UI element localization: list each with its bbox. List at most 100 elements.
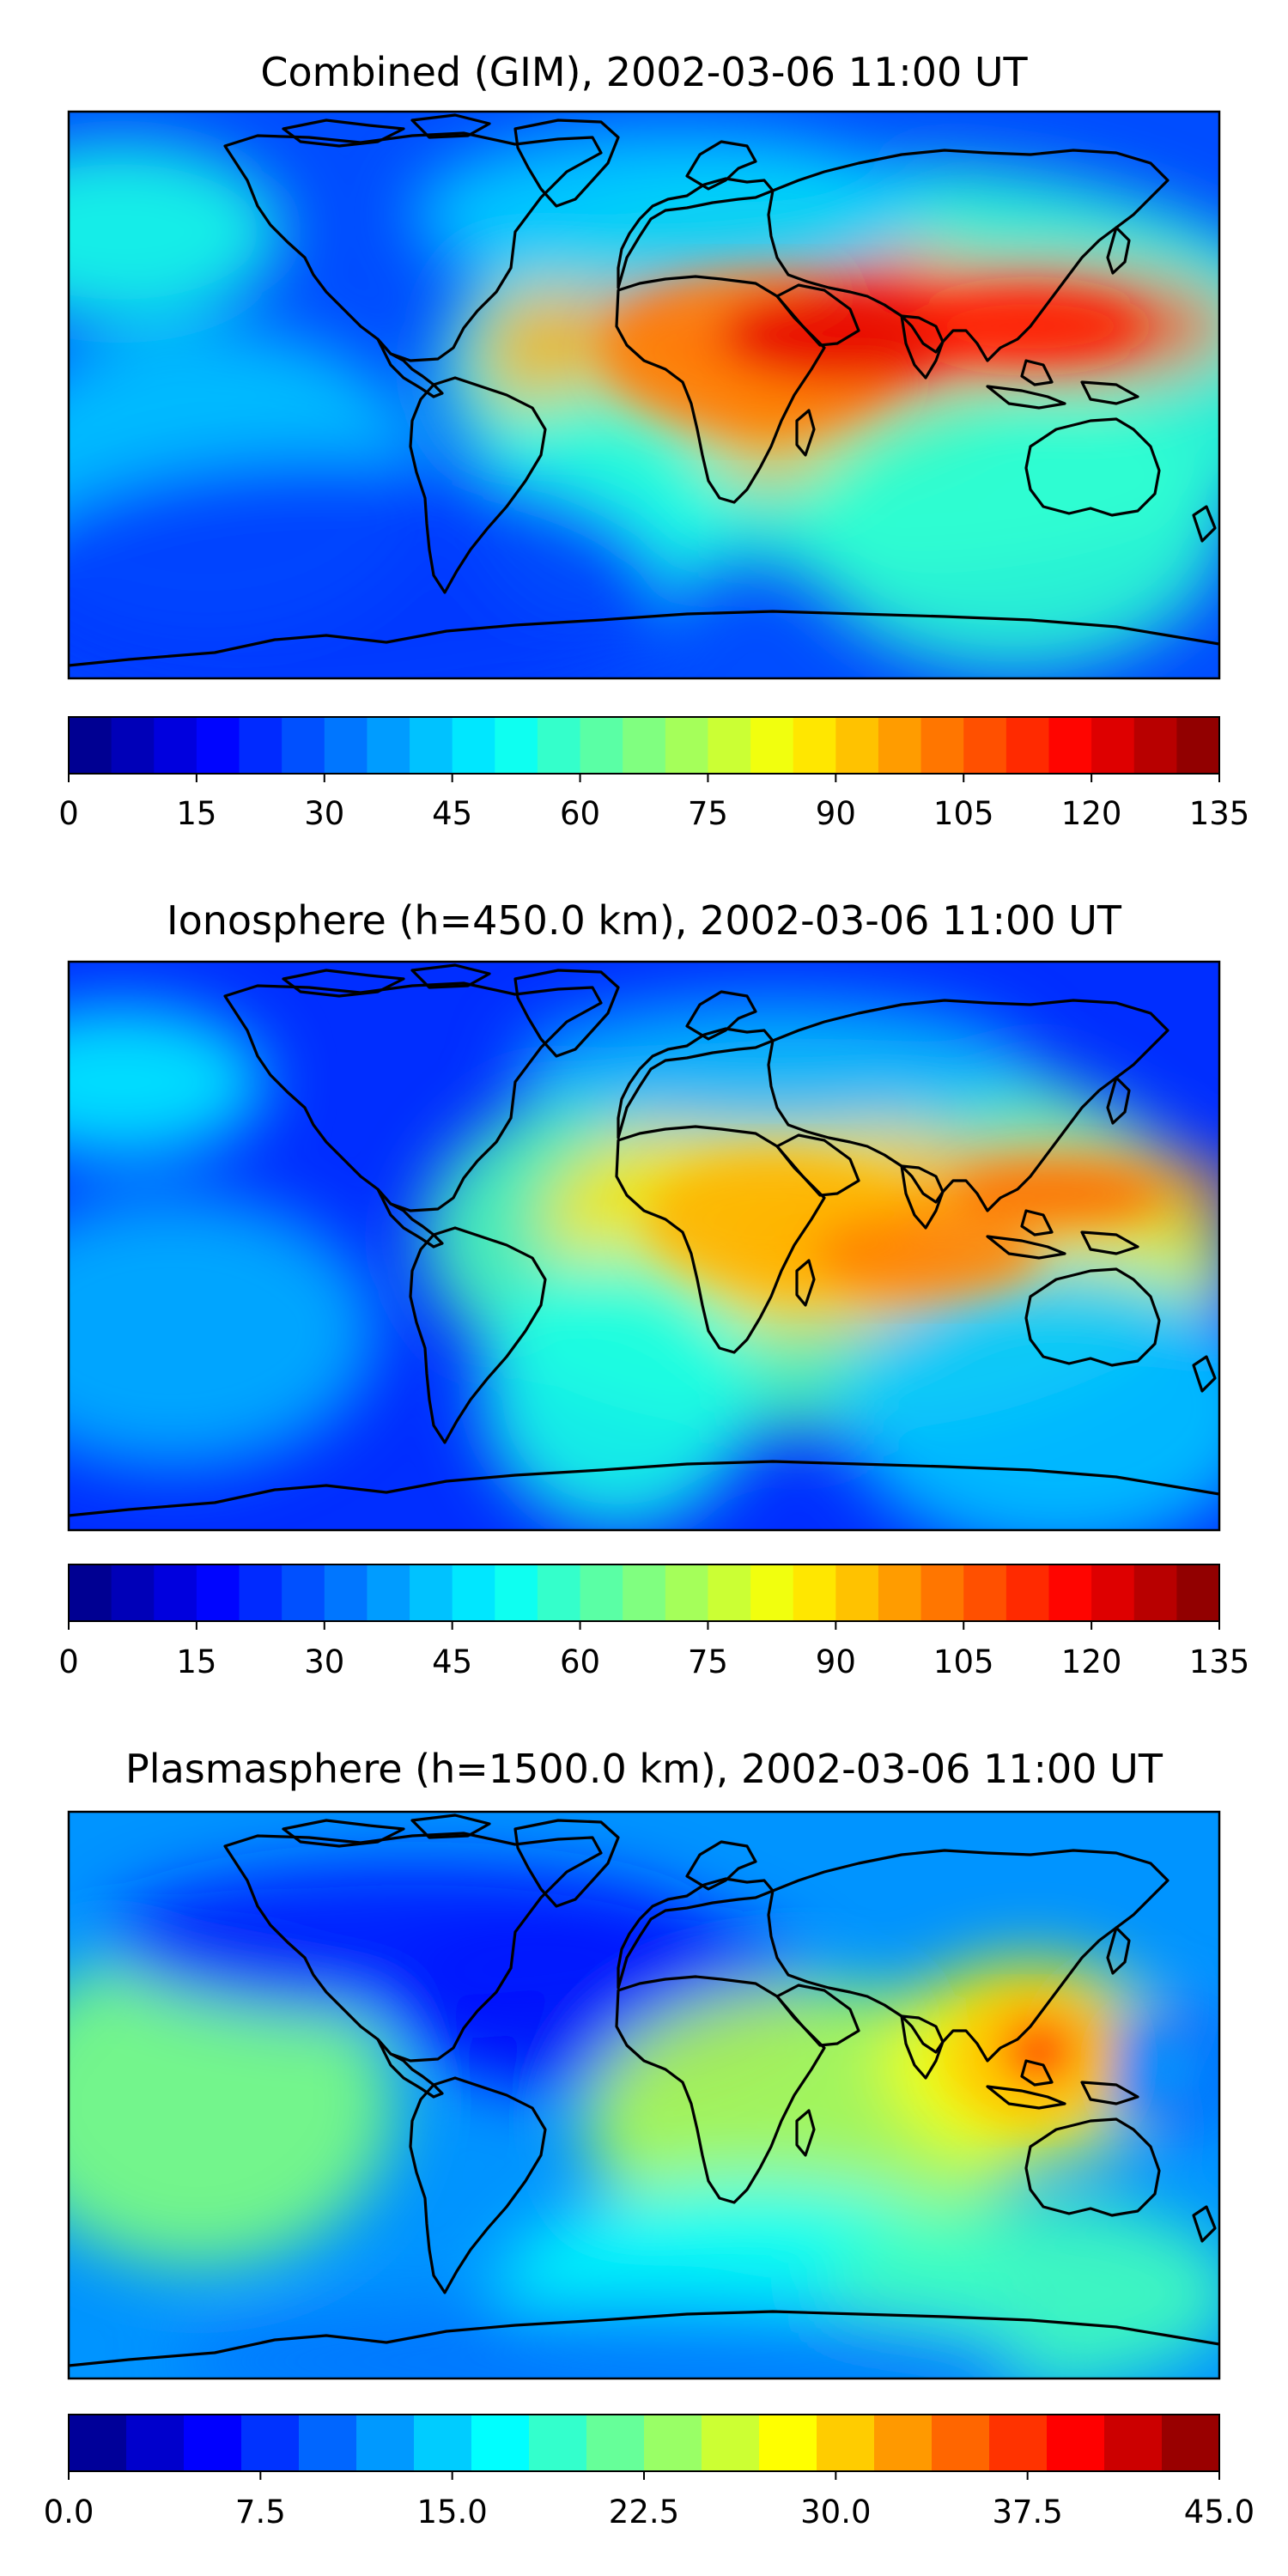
colorbar-step: [367, 717, 410, 774]
colorbar-tick-label: 60: [560, 1643, 600, 1680]
colorbar-step: [708, 1564, 751, 1621]
colorbar-step: [580, 1564, 623, 1621]
colorbar-step: [1176, 1564, 1220, 1621]
colorbar-step: [1047, 2415, 1105, 2471]
colorbar-step: [580, 717, 623, 774]
colorbar-tick-label: 135: [1189, 1643, 1250, 1680]
colorbar-step: [750, 717, 794, 774]
colorbar-step: [920, 717, 964, 774]
colorbar-step: [1005, 1564, 1050, 1621]
colorbar-step: [835, 1564, 879, 1621]
colorbar-tick-label: 15.0: [416, 2494, 487, 2530]
colorbar-step: [878, 717, 922, 774]
colorbar-tick-label: 105: [933, 1643, 994, 1680]
colorbar-step: [471, 2415, 530, 2471]
colorbar-step: [196, 1564, 240, 1621]
colorbar-step: [367, 1564, 410, 1621]
colorbar-tick-label: 45: [432, 1643, 472, 1680]
colorbar-step: [1048, 1564, 1092, 1621]
colorbar-step: [878, 1564, 922, 1621]
colorbar-step: [452, 717, 495, 774]
colorbar-step: [196, 717, 240, 774]
colorbar-tick-label: 45.0: [1184, 2494, 1255, 2530]
colorbar-step: [963, 1564, 1007, 1621]
colorbar-step: [1133, 1564, 1177, 1621]
colorbar-tick-label: 15: [176, 1643, 216, 1680]
colorbar-step: [874, 2415, 933, 2471]
colorbar-step: [537, 1564, 581, 1621]
colorbar-step: [282, 1564, 325, 1621]
colorbar-tick-label: 60: [560, 795, 600, 832]
colorbar-step: [665, 717, 709, 774]
colorbar-step: [586, 2415, 645, 2471]
colorbar-tick-label: 22.5: [609, 2494, 679, 2530]
colorbar-step: [126, 2415, 185, 2471]
colorbar-tick-label: 30: [304, 795, 344, 832]
panel-1: Combined (GIM), 2002-03-06 11:00 UT 0 15 30…: [58, 49, 1250, 832]
colorbar-step: [817, 2415, 875, 2471]
panel-title: Plasmasphere (h=1500.0 km), 2002-03-06 1…: [125, 1746, 1163, 1792]
colorbar-step: [1104, 2415, 1163, 2471]
colorbar-tick-label: 37.5: [992, 2494, 1062, 2530]
panel-2: Ionosphere (h=450.0 km), 2002-03-06 11:0…: [58, 897, 1249, 1680]
colorbar-tick-label: 75: [688, 1643, 728, 1680]
map-field: [69, 1812, 1219, 2379]
colorbar-step: [69, 717, 112, 774]
colorbar-tick-label: 135: [1189, 795, 1250, 832]
colorbar-step: [410, 717, 453, 774]
panel-title: Combined (GIM), 2002-03-06 11:00 UT: [260, 49, 1028, 95]
colorbar-step: [154, 1564, 197, 1621]
colorbar-step: [1091, 1564, 1135, 1621]
colorbar-tick-label: 30.0: [800, 2494, 871, 2530]
colorbar-step: [932, 2415, 990, 2471]
colorbar-tick-label: 120: [1061, 795, 1122, 832]
colorbar-step: [410, 1564, 453, 1621]
colorbar-tick-label: 0.0: [44, 2494, 94, 2530]
colorbar-tick-label: 15: [176, 795, 216, 832]
colorbar-step: [963, 717, 1007, 774]
colorbar-tick-label: 7.5: [235, 2494, 286, 2530]
colorbar-step: [793, 717, 836, 774]
colorbar-tick-label: 30: [304, 1643, 344, 1680]
colorbar-step: [69, 1564, 112, 1621]
map-frame: [67, 1810, 1221, 2380]
colorbar-step: [529, 2415, 587, 2471]
colorbar-step: [537, 717, 581, 774]
colorbar-tick-label: 90: [816, 795, 856, 832]
panel-title: Ionosphere (h=450.0 km), 2002-03-06 11:0…: [167, 897, 1122, 944]
colorbar-step: [452, 1564, 495, 1621]
colorbar-step: [324, 717, 368, 774]
colorbar: 0 15 30 45 60 75 90 105 120 135: [58, 716, 1250, 832]
colorbar-step: [111, 1564, 155, 1621]
colorbar-step: [1133, 717, 1177, 774]
colorbar-step: [1048, 717, 1092, 774]
colorbar-step: [241, 2415, 300, 2471]
colorbar-step: [356, 2415, 415, 2471]
colorbar-tick-label: 105: [933, 795, 994, 832]
colorbar-step: [495, 717, 538, 774]
map-field: [69, 112, 1219, 678]
colorbar: 0.0 7.5 15.0 22.5 30.0 37.5 45.0: [44, 2414, 1255, 2530]
colorbar-step: [154, 717, 197, 774]
colorbar-step: [184, 2415, 242, 2471]
colorbar-step: [1176, 717, 1220, 774]
map-field: [69, 962, 1219, 1530]
colorbar-step: [414, 2415, 472, 2471]
colorbar-step: [239, 1564, 283, 1621]
colorbar-step: [1005, 717, 1050, 774]
map-frame: [67, 960, 1221, 1532]
colorbar-step: [793, 1564, 836, 1621]
colorbar-step: [239, 717, 283, 774]
colorbar-step: [835, 717, 879, 774]
colorbar-step: [324, 1564, 368, 1621]
map-frame: [67, 110, 1221, 680]
colorbar-step: [495, 1564, 538, 1621]
colorbar-step: [623, 1564, 666, 1621]
colorbar-step: [759, 2415, 817, 2471]
colorbar-step: [920, 1564, 964, 1621]
colorbar-step: [299, 2415, 357, 2471]
colorbar-step: [1091, 717, 1135, 774]
colorbar: 0 15 30 45 60 75 90 105 120 135: [58, 1564, 1249, 1680]
colorbar-step: [69, 2415, 127, 2471]
